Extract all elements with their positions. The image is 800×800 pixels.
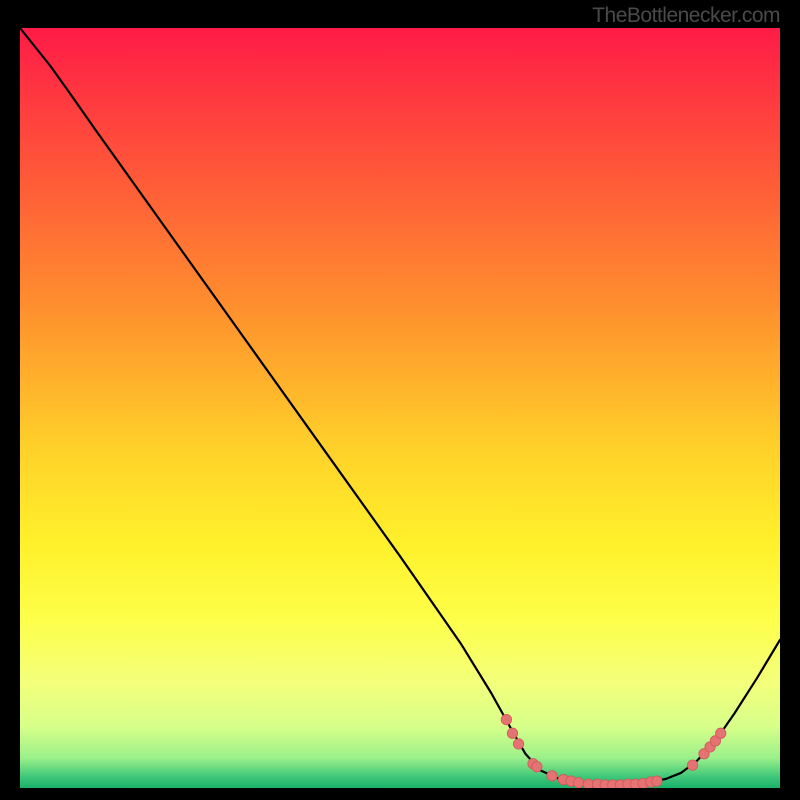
data-marker xyxy=(507,728,517,738)
data-marker xyxy=(716,728,726,738)
chart-plot-area xyxy=(20,28,780,788)
watermark-label: TheBottlenecker.com xyxy=(592,4,780,28)
bottleneck-curve xyxy=(20,28,780,785)
data-marker xyxy=(547,771,557,781)
data-marker xyxy=(513,739,523,749)
chart-curve-layer xyxy=(20,28,780,788)
data-marker xyxy=(501,714,511,724)
data-marker xyxy=(532,762,542,772)
data-markers xyxy=(501,714,726,788)
data-marker xyxy=(687,760,697,770)
data-marker xyxy=(573,777,583,787)
data-marker xyxy=(652,776,662,786)
